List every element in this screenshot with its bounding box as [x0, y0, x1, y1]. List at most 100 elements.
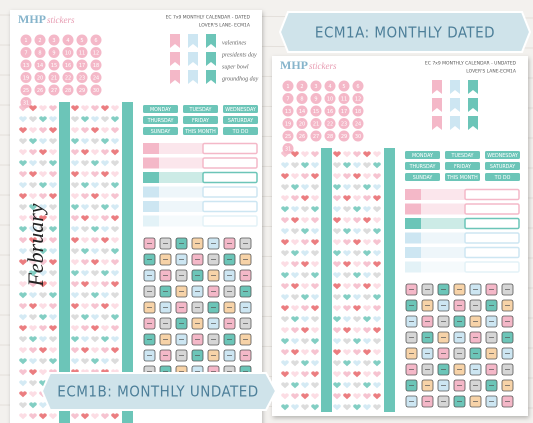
heart — [81, 325, 89, 332]
heart — [101, 116, 109, 123]
heart — [281, 195, 289, 202]
heart — [363, 239, 371, 246]
date-circle — [20, 84, 32, 96]
heart — [101, 325, 109, 332]
banner-shape — [40, 372, 278, 411]
heart — [91, 204, 99, 211]
heart — [81, 204, 89, 211]
heart — [91, 193, 99, 200]
heart — [91, 325, 99, 332]
heart — [19, 171, 27, 178]
heart — [343, 239, 351, 246]
heart — [291, 382, 299, 389]
heart — [353, 360, 361, 367]
heart — [301, 217, 309, 224]
heart — [29, 259, 37, 266]
date-circle — [90, 59, 102, 71]
heart — [81, 314, 89, 321]
box-square — [405, 218, 421, 229]
heart — [343, 371, 351, 378]
heart — [111, 149, 119, 156]
heart — [91, 149, 99, 156]
day-pill — [445, 151, 480, 159]
heart — [91, 413, 99, 420]
heart — [281, 360, 289, 367]
date-number: 4 — [328, 84, 331, 90]
heart — [363, 173, 371, 180]
heart — [29, 171, 37, 178]
heart — [71, 127, 79, 134]
heart — [311, 162, 319, 169]
date-number: 8 — [38, 51, 41, 57]
heart — [291, 151, 299, 158]
box-square — [405, 232, 421, 244]
heart — [19, 237, 27, 244]
heart — [49, 138, 57, 145]
heart — [91, 127, 99, 134]
heart — [29, 149, 37, 156]
heart — [353, 283, 361, 290]
heart — [19, 292, 27, 299]
heart — [343, 250, 351, 257]
heart — [373, 162, 381, 169]
heart — [281, 305, 289, 312]
heart — [333, 404, 341, 411]
box-band — [421, 247, 465, 258]
heart — [353, 239, 361, 246]
day-label: TUESDAY — [189, 107, 212, 113]
heart — [363, 250, 371, 257]
heart — [301, 283, 309, 290]
heart — [301, 228, 309, 235]
heart — [373, 305, 381, 312]
day-label: THURSDAY — [409, 164, 436, 170]
heart — [39, 380, 47, 387]
heart — [101, 215, 109, 222]
heart — [311, 327, 319, 334]
banner-label: ECM1A: MONTHLY DATED — [315, 24, 495, 42]
heart — [111, 413, 119, 420]
date-number: 9 — [314, 97, 317, 103]
heart — [111, 127, 119, 134]
heart — [111, 259, 119, 266]
heart — [19, 259, 27, 266]
heart — [49, 237, 57, 244]
heart — [311, 360, 319, 367]
date-number: 31 — [23, 101, 29, 107]
heart — [19, 160, 27, 167]
box-outline — [464, 217, 520, 230]
heart — [311, 371, 319, 378]
date-circle — [76, 72, 88, 83]
heart — [353, 338, 361, 345]
heart — [333, 239, 341, 246]
flag-sticker — [170, 70, 180, 84]
heart — [49, 336, 57, 343]
heart — [333, 393, 341, 400]
heart — [333, 195, 341, 202]
heart — [353, 349, 361, 356]
holiday-label: presidents day — [221, 52, 257, 58]
heart — [101, 138, 109, 145]
heart — [281, 250, 289, 257]
date-number: 30 — [355, 134, 361, 140]
date-number: 28 — [327, 134, 333, 140]
heart — [291, 393, 299, 400]
sticker-sheet: MHP stickers EC 7x9 MONTHLY CALENDAR - DAT… — [10, 10, 262, 423]
date-number: 30 — [93, 88, 99, 94]
heart — [301, 162, 309, 169]
heart — [301, 294, 309, 301]
heart — [101, 248, 109, 255]
date-circle — [324, 105, 336, 117]
sticker-sheet: MHP stickers EC 7x9 MONTHLY CALENDAR - UND… — [272, 56, 528, 416]
heart — [29, 303, 37, 310]
heart — [81, 138, 89, 145]
date-circle — [62, 72, 74, 83]
date-circle — [338, 93, 350, 104]
heart — [91, 248, 99, 255]
heart — [19, 358, 27, 365]
heart — [39, 127, 47, 134]
date-circle — [352, 118, 364, 129]
heart — [363, 283, 371, 290]
date-circle — [338, 80, 350, 92]
heart — [311, 316, 319, 323]
